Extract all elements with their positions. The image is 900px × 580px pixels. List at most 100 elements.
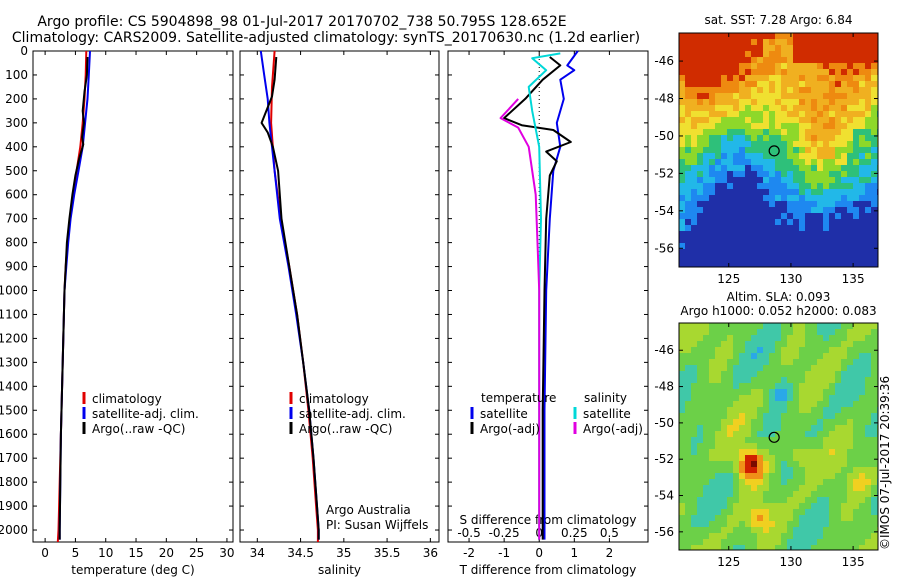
heatmap-cell (853, 389, 860, 396)
heatmap-cell (853, 231, 860, 238)
heatmap-cell (727, 509, 734, 516)
heatmap-cell (733, 431, 740, 438)
heatmap-cell (703, 159, 710, 166)
heatmap-cell (853, 347, 860, 354)
heatmap-cell (811, 377, 818, 384)
heatmap-cell (811, 533, 818, 540)
heatmap-cell (685, 141, 692, 148)
heatmap-cell (829, 323, 836, 330)
heatmap-cell (751, 195, 758, 202)
heatmap-cell (703, 533, 710, 540)
heatmap-cell (697, 401, 704, 408)
x-tick-label: 35.5 (374, 546, 401, 560)
heatmap-cell (799, 425, 806, 432)
heatmap-cell (757, 527, 764, 534)
heatmap-cell (775, 383, 782, 390)
heatmap-cell (697, 63, 704, 70)
heatmap-cell (805, 225, 812, 232)
heatmap-cell (691, 99, 698, 106)
heatmap-cell (805, 165, 812, 172)
heatmap-cell (847, 111, 854, 118)
heatmap-cell (685, 359, 692, 366)
y-tick-label: -52 (654, 166, 674, 180)
heatmap-cell (787, 51, 794, 58)
heatmap-cell (805, 213, 812, 220)
heatmap-cell (841, 353, 848, 360)
heatmap-cell (715, 189, 722, 196)
heatmap-cell (733, 81, 740, 88)
heatmap-cell (865, 87, 872, 94)
heatmap-cell (703, 353, 710, 360)
heatmap-cell (721, 243, 728, 250)
heatmap-cell (853, 503, 860, 510)
heatmap-cell (799, 87, 806, 94)
heatmap-cell (799, 51, 806, 58)
heatmap-cell (847, 527, 854, 534)
heatmap-cell (793, 135, 800, 142)
heatmap-cell (793, 171, 800, 178)
heatmap-cell (679, 515, 686, 522)
heatmap-cell (835, 467, 842, 474)
y-tick-label: -56 (654, 241, 674, 255)
heatmap-cell (775, 377, 782, 384)
heatmap-cell (703, 455, 710, 462)
heatmap-cell (697, 189, 704, 196)
heatmap-cell (859, 353, 866, 360)
heatmap-cell (835, 117, 842, 124)
heatmap-cell (793, 93, 800, 100)
heatmap-cell (769, 33, 776, 40)
heatmap-cell (847, 105, 854, 112)
heatmap-cell (841, 371, 848, 378)
difference-panel: -2 -1 0 1 2T difference from climatology-0.5… (447, 50, 649, 577)
heatmap-cell (865, 147, 872, 154)
heatmap-cell (691, 243, 698, 250)
legend-label: climatology (299, 392, 369, 406)
heatmap-cell (739, 231, 746, 238)
heatmap-cell (763, 401, 770, 408)
heatmap-cell (841, 509, 848, 516)
heatmap-cell (805, 51, 812, 58)
heatmap-cell (841, 491, 848, 498)
heatmap-cell (775, 159, 782, 166)
heatmap-cell (691, 443, 698, 450)
heatmap-cell (835, 45, 842, 52)
heatmap-cell (697, 165, 704, 172)
heatmap-cell (871, 57, 878, 64)
heatmap-cell (787, 165, 794, 172)
heatmap-cell (733, 201, 740, 208)
heatmap-cell (679, 45, 686, 52)
heatmap-cell (763, 177, 770, 184)
heatmap-cell (853, 255, 860, 262)
heatmap-cell (691, 51, 698, 58)
heatmap-cell (847, 201, 854, 208)
heatmap-cell (703, 45, 710, 52)
heatmap-cell (811, 335, 818, 342)
heatmap-cell (697, 353, 704, 360)
heatmap-cell (727, 123, 734, 130)
heatmap-cell (715, 401, 722, 408)
heatmap-cell (835, 473, 842, 480)
heatmap-cell (757, 237, 764, 244)
heatmap-cell (829, 461, 836, 468)
heatmap-cell (865, 117, 872, 124)
heatmap-cell (697, 425, 704, 432)
heatmap-cell (835, 213, 842, 220)
heatmap-cell (817, 105, 824, 112)
heatmap-cell (805, 159, 812, 166)
heatmap-cell (739, 195, 746, 202)
heatmap-cell (727, 443, 734, 450)
heatmap-cell (745, 323, 752, 330)
heatmap-cell (727, 491, 734, 498)
y-tick-label: -48 (654, 92, 674, 106)
heatmap-cell (793, 407, 800, 414)
heatmap-cell (769, 57, 776, 64)
heatmap-cell (865, 467, 872, 474)
map-title: Argo h1000: 0.052 h2000: 0.083 (680, 304, 876, 318)
heatmap-cell (739, 45, 746, 52)
heatmap-cell (817, 335, 824, 342)
heatmap-cell (853, 359, 860, 366)
heatmap-cell (787, 39, 794, 46)
heatmap-cell (715, 365, 722, 372)
heatmap-cell (871, 189, 878, 196)
heatmap-cell (835, 419, 842, 426)
